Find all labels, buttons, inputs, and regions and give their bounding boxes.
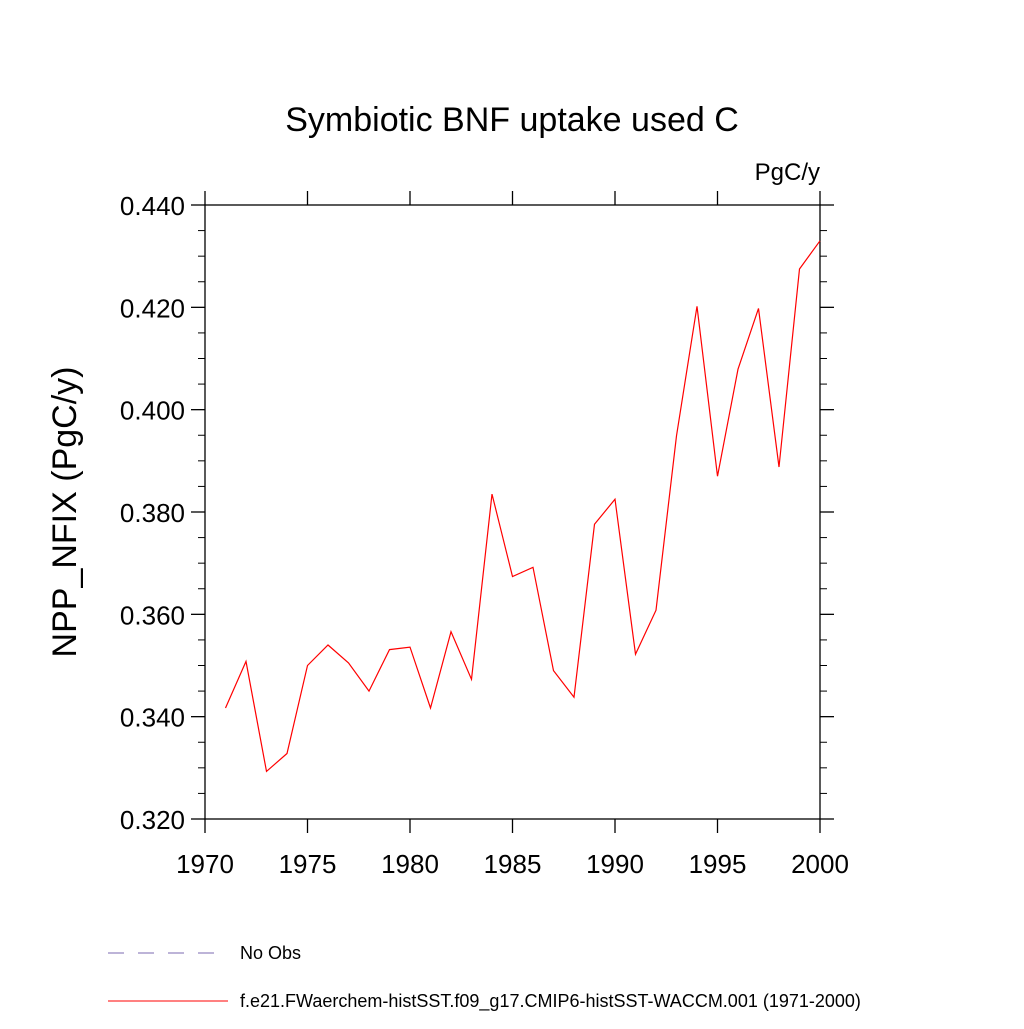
x-tick-label: 1995 [689, 849, 747, 879]
y-tick-label: 0.340 [120, 703, 185, 733]
y-tick-label: 0.440 [120, 191, 185, 221]
y-tick-label: 0.320 [120, 805, 185, 835]
y-tick-label: 0.360 [120, 600, 185, 630]
x-tick-label: 1970 [176, 849, 234, 879]
x-tick-label: 1990 [586, 849, 644, 879]
x-tick-label: 2000 [791, 849, 849, 879]
y-axis-ticks: 0.320 0.340 0.360 0.380 0.400 0.420 0.440 [120, 191, 834, 835]
y-tick-label: 0.420 [120, 293, 185, 323]
x-tick-label: 1985 [484, 849, 542, 879]
series-line [224, 240, 821, 773]
legend: No Obs f.e21.FWaerchem-histSST.f09_g17.CM… [108, 943, 861, 1012]
y-tick-label: 0.380 [120, 498, 185, 528]
x-tick-label: 1980 [381, 849, 439, 879]
legend-label: f.e21.FWaerchem-histSST.f09_g17.CMIP6-hi… [240, 991, 861, 1012]
plot-frame [204, 204, 821, 820]
y-tick-label: 0.400 [120, 396, 185, 426]
legend-label: No Obs [240, 943, 301, 963]
units-label: PgC/y [755, 159, 820, 186]
x-axis-ticks: 1970 1975 1980 1985 1990 1995 2000 [176, 191, 849, 879]
chart-title: Symbiotic BNF uptake used C [285, 101, 739, 139]
y-axis-label: NPP_NFIX (PgC/y) [46, 367, 84, 658]
series-layer [224, 240, 821, 773]
x-tick-label: 1975 [279, 849, 337, 879]
